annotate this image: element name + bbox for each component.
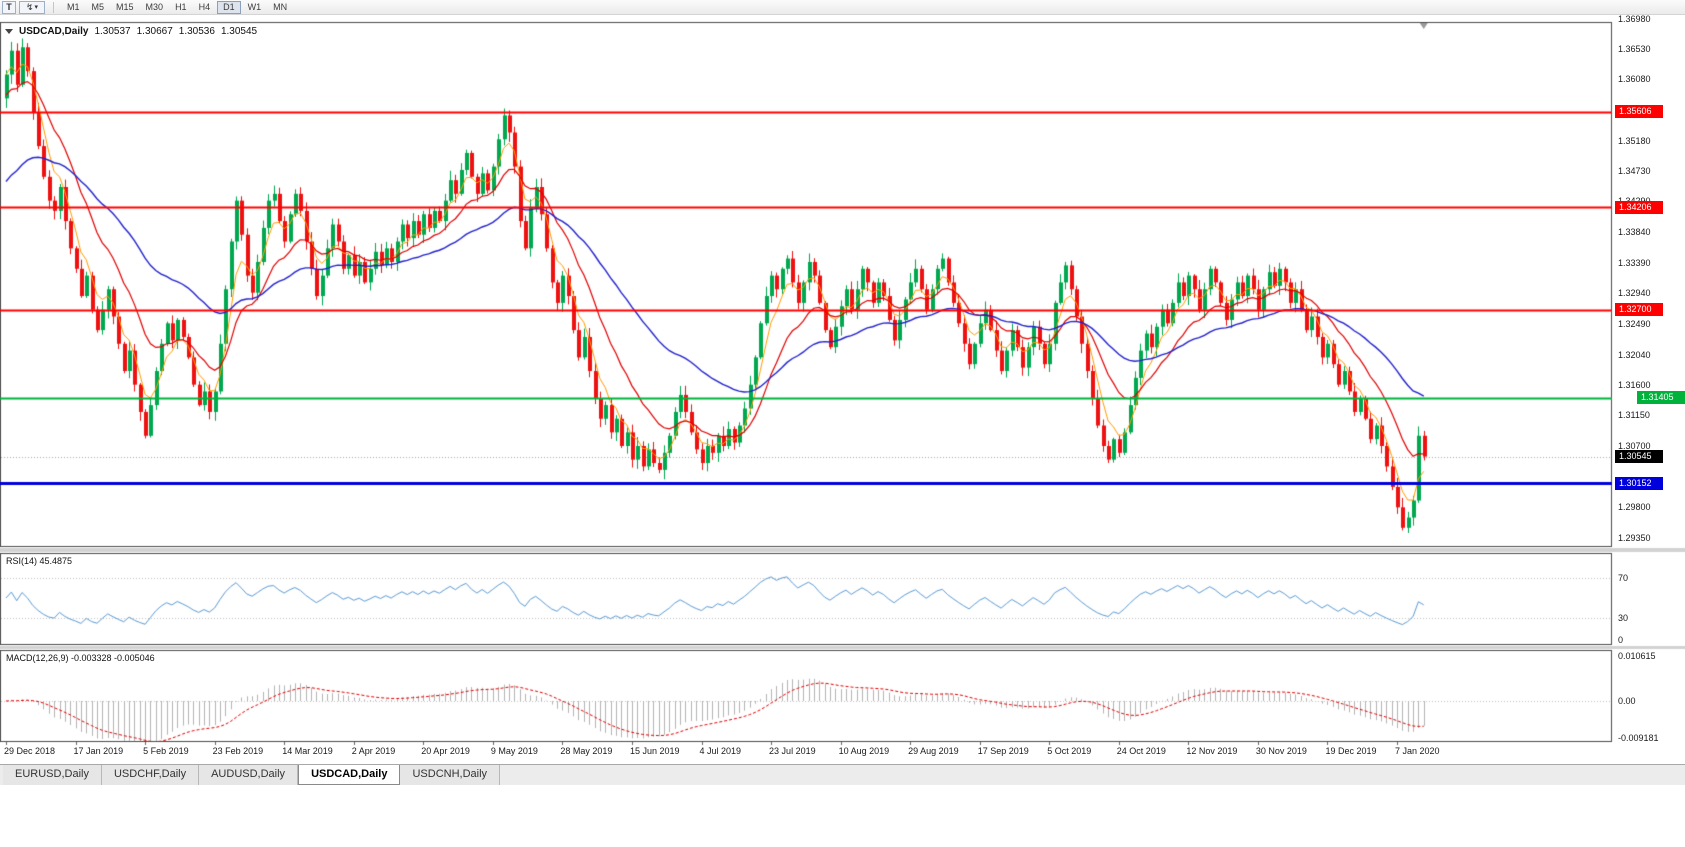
rsi-indicator-label: RSI(14) 45.4875 — [6, 556, 73, 566]
collapse-triangle-icon[interactable] — [5, 29, 13, 34]
x-axis-date-label[interactable]: 17 Jan 2019 — [73, 746, 124, 756]
x-axis-date-label[interactable]: 17 Sep 2019 — [977, 746, 1029, 756]
ohlc-low: 1.30536 — [178, 26, 215, 37]
y-axis-label: 1.32940 — [1618, 288, 1651, 299]
x-axis-date-label[interactable]: 7 Jan 2020 — [1395, 746, 1440, 756]
x-axis-date-label[interactable]: 29 Aug 2019 — [908, 746, 959, 756]
chart-tab-usdcnh[interactable]: USDCNH,Daily — [400, 765, 501, 785]
ohlc-open: 1.30537 — [94, 26, 131, 37]
rsi-axis-label: 0 — [1618, 635, 1624, 645]
chart-window-button[interactable]: T — [2, 0, 16, 14]
rsi-axis-label: 70 — [1618, 573, 1629, 583]
timeframe-button-m1[interactable]: M1 — [67, 1, 80, 12]
x-axis-date-label[interactable]: 28 May 2019 — [560, 746, 613, 756]
x-axis-date-label[interactable]: 5 Oct 2019 — [1047, 746, 1092, 756]
chart-symbol-label: USDCAD,Daily — [19, 26, 89, 37]
timeframe-button-w1[interactable]: W1 — [247, 1, 262, 12]
x-axis-date-label[interactable]: 4 Jul 2019 — [699, 746, 742, 756]
x-axis-date-label[interactable]: 15 Jun 2019 — [629, 746, 680, 756]
hline-price-label[interactable]: 1.31405 — [1637, 391, 1685, 405]
current-price-label: 1.30545 — [1615, 450, 1663, 464]
toolbar-separator — [53, 1, 54, 13]
x-axis-date-label[interactable]: 23 Feb 2019 — [212, 746, 264, 756]
x-axis-date-label[interactable]: 30 Nov 2019 — [1255, 746, 1307, 756]
y-axis-label: 1.36980 — [1618, 14, 1651, 24]
hline-price-label[interactable]: 1.35606 — [1615, 105, 1663, 119]
y-axis-label: 1.30700 — [1618, 440, 1651, 451]
timeframe-button-m15[interactable]: M15 — [116, 1, 134, 12]
macd-axis-label: -0.009181 — [1618, 733, 1659, 743]
y-axis-label: 1.33840 — [1618, 226, 1651, 237]
lightning-icon: ↯ — [25, 1, 34, 12]
chart-tab-usdchf[interactable]: USDCHF,Daily — [101, 765, 200, 785]
dropdown-arrow-icon: ▾ — [34, 4, 39, 11]
x-axis-date-label[interactable]: 24 Oct 2019 — [1116, 746, 1166, 756]
macd-indicator-label: MACD(12,26,9) -0.003328 -0.005046 — [6, 653, 155, 663]
timeframe-button-d1[interactable]: D1 — [217, 0, 241, 14]
chart-tab-eurusd[interactable]: EURUSD,Daily — [3, 765, 102, 785]
y-axis-label: 1.33390 — [1618, 257, 1651, 268]
chart-header: USDCAD,Daily 1.30537 1.30667 1.30536 1.3… — [5, 26, 257, 37]
y-axis-label: 1.34730 — [1618, 166, 1651, 177]
y-axis-label: 1.35180 — [1618, 135, 1651, 146]
x-axis-date-label[interactable]: 9 May 2019 — [490, 746, 538, 756]
timeframe-button-mn[interactable]: MN — [273, 1, 288, 12]
y-axis-label: 1.31150 — [1618, 410, 1650, 421]
x-axis-date-label[interactable]: 10 Aug 2019 — [838, 746, 890, 756]
x-axis-date-label[interactable]: 12 Nov 2019 — [1186, 746, 1238, 756]
macd-axis-label: 0.010615 — [1618, 650, 1656, 661]
toolbar: T ↯ ▾ M1 M5 M15 M30 H1 H4 D1 W1 MN — [0, 0, 1685, 15]
y-axis-label: 1.29350 — [1618, 533, 1651, 543]
x-axis-date-label[interactable]: 5 Feb 2019 — [143, 746, 189, 756]
y-axis-label: 1.29800 — [1618, 502, 1651, 513]
y-axis-label: 1.32040 — [1618, 349, 1651, 360]
ohlc-close: 1.30545 — [220, 26, 258, 37]
y-axis-label: 1.36530 — [1618, 43, 1651, 54]
chart-tab-usdcad[interactable]: USDCAD,Daily — [298, 765, 401, 785]
x-axis-date-label[interactable]: 2 Apr 2019 — [351, 746, 396, 756]
x-axis-date-label[interactable]: 29 Dec 2018 — [4, 746, 56, 756]
cursor-mode-button[interactable]: ↯ ▾ — [19, 0, 45, 14]
hline-price-label[interactable]: 1.32700 — [1615, 303, 1663, 317]
timeframe-button-m5[interactable]: M5 — [91, 1, 105, 12]
ohlc-high: 1.30667 — [136, 26, 173, 37]
y-axis-label: 1.32490 — [1618, 318, 1651, 329]
timeframe-button-h1[interactable]: H1 — [175, 1, 187, 12]
x-axis-date-label[interactable]: 23 Jul 2019 — [769, 746, 816, 756]
chart-tab-audusd[interactable]: AUDUSD,Daily — [199, 765, 299, 785]
x-axis-date-label[interactable]: 14 Mar 2019 — [282, 746, 333, 756]
timeframe-group: M1 M5 M15 M30 H1 H4 D1 W1 MN — [62, 0, 292, 14]
x-axis-date-label[interactable]: 19 Dec 2019 — [1325, 746, 1377, 756]
timeframe-button-h4[interactable]: H4 — [198, 1, 211, 12]
y-axis-label: 1.31600 — [1618, 379, 1651, 390]
timeframe-button-m30[interactable]: M30 — [145, 1, 164, 12]
hline-price-label[interactable]: 1.30152 — [1615, 476, 1663, 490]
rsi-axis-label: 30 — [1618, 613, 1629, 623]
y-axis-label: 1.36080 — [1618, 74, 1651, 85]
x-axis-date-label[interactable]: 20 Apr 2019 — [421, 746, 470, 756]
hline-price-label[interactable]: 1.34206 — [1615, 200, 1663, 214]
chart-tab-bar: EURUSD,Daily USDCHF,Daily AUDUSD,Daily USDC… — [0, 764, 1685, 785]
macd-axis-label: 0.00 — [1618, 696, 1636, 706]
